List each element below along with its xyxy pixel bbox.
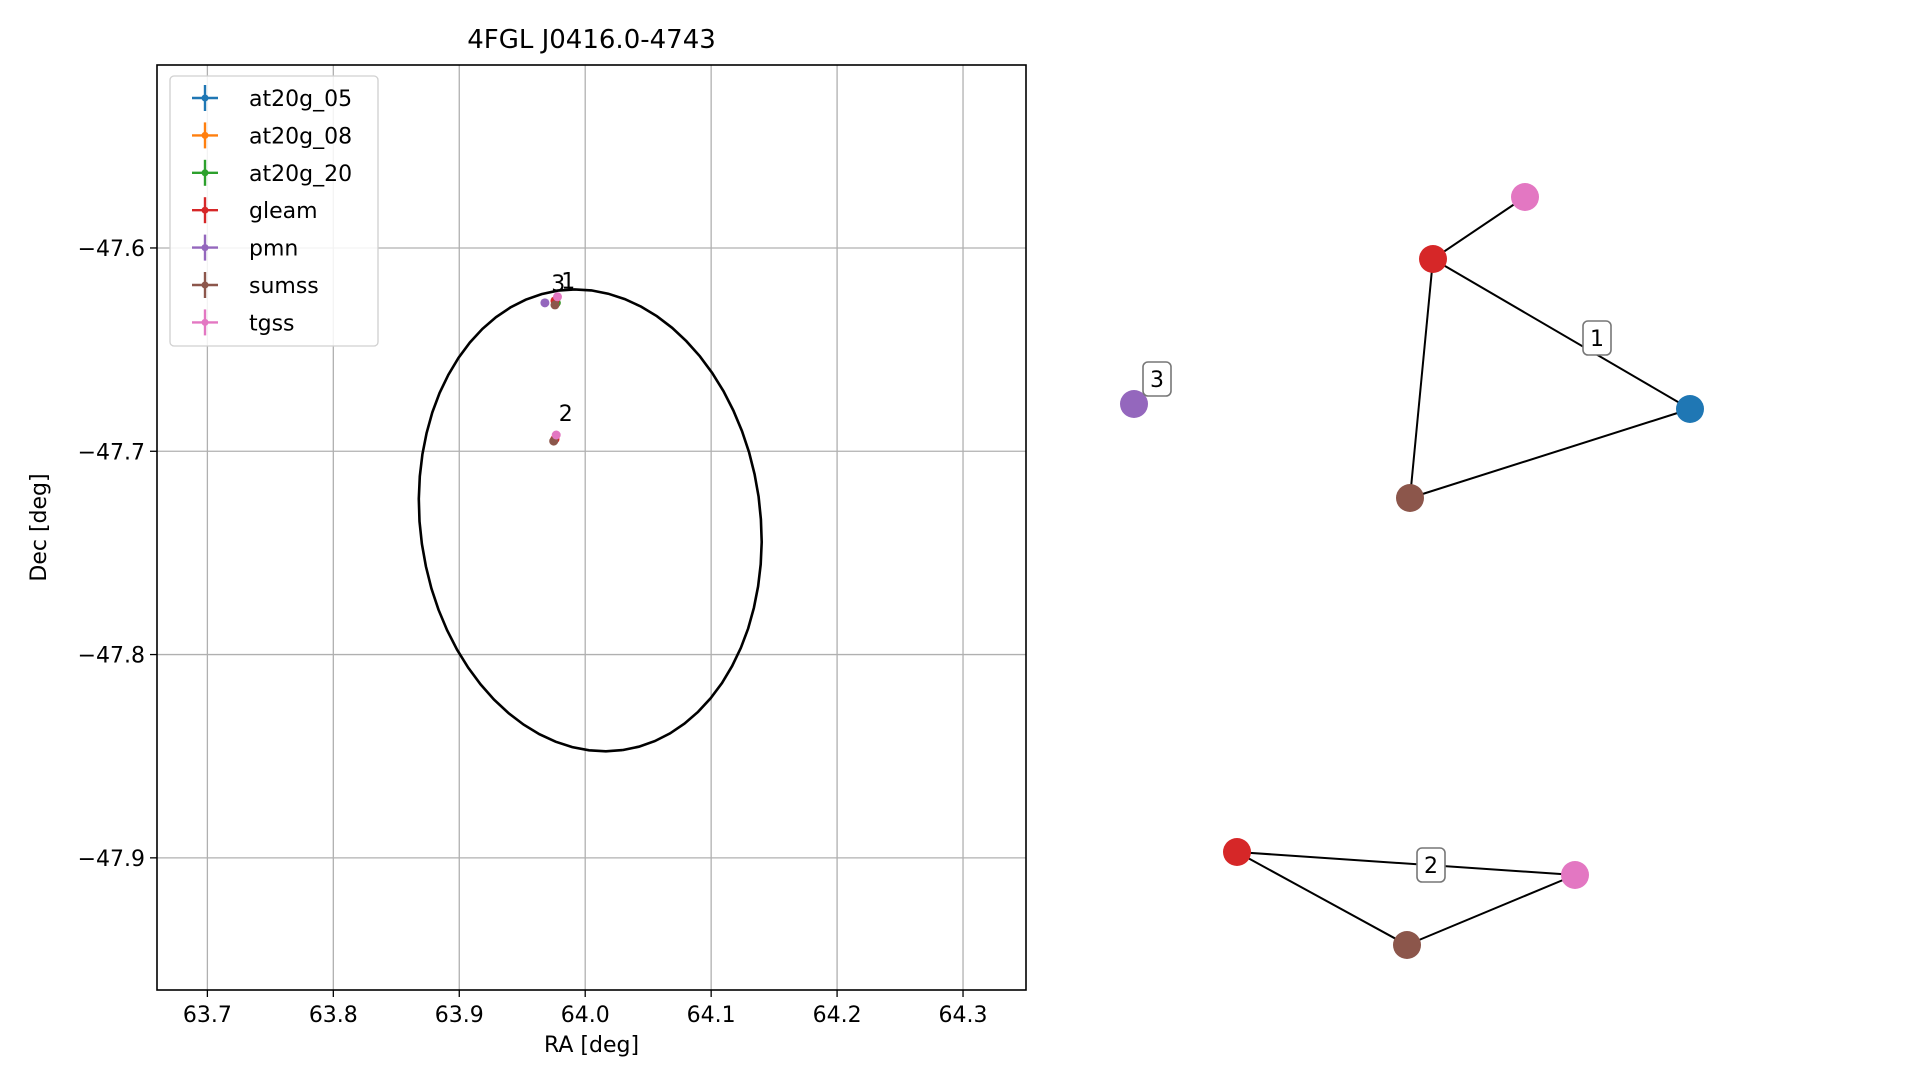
- cluster-label-box-2: [1416, 847, 1446, 883]
- legend-entry-tgss: tgss: [192, 309, 295, 336]
- graph-edge-1-2: [1409, 258, 1434, 499]
- legend-label: tgss: [249, 311, 295, 336]
- x-tick-label: 64.0: [561, 1003, 610, 1028]
- y-tick-label: −47.6: [78, 237, 145, 262]
- legend-marker: [201, 131, 209, 139]
- legend-marker: [201, 318, 209, 326]
- cluster-label-box-3: [1142, 361, 1172, 397]
- cluster-label: 2: [1424, 854, 1438, 879]
- y-tick-label: −47.9: [78, 847, 145, 872]
- x-tick-label: 64.2: [813, 1003, 862, 1028]
- legend-marker: [201, 244, 209, 252]
- x-axis-label: RA [deg]: [544, 1033, 639, 1058]
- graph-node-gleam-1: [1419, 245, 1447, 273]
- y-tick-label: −47.8: [78, 644, 145, 669]
- graph-node-gleam-2: [1223, 838, 1251, 866]
- x-tick-label: 63.7: [183, 1003, 232, 1028]
- legend-marker: [201, 281, 209, 289]
- graph-node-tgss-1: [1511, 183, 1539, 211]
- graph-edge-1-0: [1432, 196, 1526, 260]
- x-tick-label: 63.8: [309, 1003, 358, 1028]
- point-sumss-0: [550, 300, 560, 310]
- cluster-label: 1: [1590, 327, 1604, 352]
- x-tick-label: 64.1: [687, 1003, 736, 1028]
- y-axis-label: Dec [deg]: [27, 473, 52, 581]
- graph-edge-2-0: [1236, 851, 1576, 876]
- legend-entry-at20g_08: at20g_08: [192, 122, 352, 149]
- point-pmn-0: [540, 298, 550, 308]
- error-ellipse: [417, 288, 764, 753]
- x-tick-label: 64.3: [939, 1003, 988, 1028]
- legend-marker: [201, 206, 209, 214]
- sky-plot: 63.7 63.8 63.9 64.0 64.1 64.2 64.3 −47.6 −47.7 −4…: [27, 25, 1027, 1058]
- association-graph: 1 2 3: [1120, 183, 1704, 959]
- graph-edge-2-2: [1406, 874, 1576, 946]
- y-tick-label: −47.7: [78, 440, 145, 465]
- graph-node-tgss-2: [1561, 861, 1589, 889]
- graph-node-sumss-1: [1396, 484, 1424, 512]
- legend-entry-gleam: gleam: [192, 197, 318, 224]
- graph-edge-1-3: [1409, 408, 1691, 499]
- legend-label: sumss: [249, 274, 319, 299]
- plot-frame: [156, 64, 1027, 991]
- point-tgss-0: [552, 292, 562, 302]
- graph-edge-2-1: [1236, 851, 1408, 946]
- graph-edge-1-1: [1432, 258, 1691, 410]
- legend-label: at20g_08: [249, 124, 352, 149]
- legend-label: at20g_20: [249, 162, 352, 187]
- legend-entry-sumss: sumss: [192, 272, 319, 299]
- point-tgss-1: [551, 430, 561, 440]
- legend-label: at20g_05: [249, 87, 352, 112]
- legend-entry-at20g_20: at20g_20: [192, 159, 352, 187]
- graph-node-at20g-1: [1676, 395, 1704, 423]
- graph-node-pmn-3: [1120, 390, 1148, 418]
- graph-node-sumss-2: [1393, 931, 1421, 959]
- legend-marker: [201, 94, 209, 102]
- cluster-label: 3: [1150, 368, 1164, 393]
- legend-entry-pmn: pmn: [192, 234, 298, 262]
- legend-label: gleam: [249, 199, 318, 224]
- cluster-annotation: 2: [559, 402, 573, 427]
- chart-title: 4FGL J0416.0-4743: [467, 25, 716, 55]
- legend-marker: [201, 169, 209, 177]
- legend-label: pmn: [249, 237, 298, 262]
- cluster-annotation: 3: [551, 272, 565, 297]
- cluster-label-box-1: [1582, 320, 1612, 356]
- x-tick-label: 63.9: [435, 1003, 484, 1028]
- legend-box: [169, 75, 379, 347]
- cluster-annotation: 1: [561, 270, 575, 295]
- legend-entry-at20g_05: at20g_05: [192, 85, 352, 112]
